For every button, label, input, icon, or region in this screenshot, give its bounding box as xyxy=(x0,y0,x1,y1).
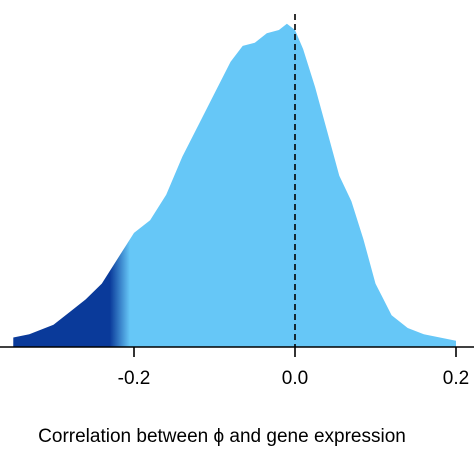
density-area xyxy=(13,23,456,347)
x-axis-title: Correlation between ϕ and gene expressio… xyxy=(38,426,406,447)
x-tick-label: 0.0 xyxy=(282,368,308,389)
x-tick-label: 0.2 xyxy=(443,368,469,389)
x-tick-label: -0.2 xyxy=(118,368,151,389)
x-axis-ticks: -0.2 0.0 0.2 xyxy=(118,347,469,389)
